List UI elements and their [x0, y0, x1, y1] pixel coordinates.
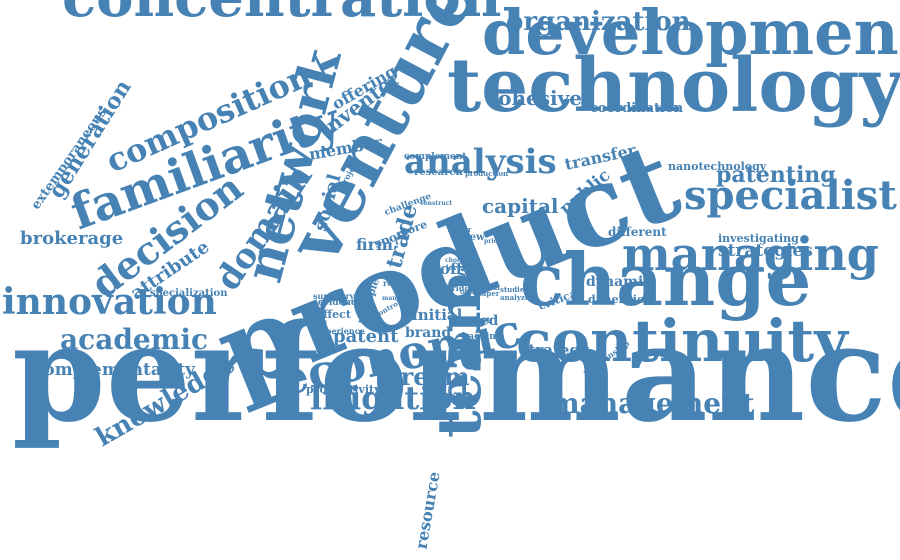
word-coordination: coordination [590, 100, 684, 116]
word-nanotechnology: nanotechnology [668, 160, 767, 174]
word-technology: technology [447, 42, 900, 129]
word-studies: studies [500, 285, 529, 295]
word-initial: initial [412, 306, 463, 324]
word-dynamic: dynamic [586, 273, 652, 290]
word-resource: resource [411, 470, 444, 551]
word-analyze: analyze [500, 293, 530, 303]
word-capital: capital [482, 194, 559, 218]
word-organization: organization [506, 7, 691, 38]
word-development: development [482, 0, 900, 70]
word-off: off [440, 260, 463, 278]
word-continuity: continuity [516, 306, 848, 375]
word-analysis: analysis [404, 141, 557, 182]
word-general: general [470, 283, 500, 293]
word-specialist: specialist [684, 172, 897, 219]
word-performance: performance [12, 293, 900, 452]
word-patenting: patenting [716, 162, 836, 189]
word-change: change [520, 237, 812, 323]
word-cohesive: cohesive [486, 86, 582, 110]
word-firm: firm [356, 235, 393, 255]
word-brokerage: brokerage [20, 227, 124, 249]
word-level: level [446, 263, 465, 273]
word-experience: experience [316, 325, 365, 336]
word-based: based [453, 312, 499, 329]
word-backing: backing [462, 331, 503, 342]
word-prior: prior [484, 238, 501, 246]
word-innovation: innovation [2, 281, 217, 324]
word-many: many [382, 295, 401, 303]
word-complementarity: complementarity [33, 360, 196, 381]
word-brand: brand [405, 324, 452, 341]
word-choice: choice [445, 257, 467, 265]
word-different: different [608, 225, 667, 240]
word-strategy: strategy [520, 341, 589, 359]
word-affect: affect [316, 308, 351, 322]
word-research: research [414, 167, 463, 178]
word-gain: gain [428, 280, 443, 288]
word-managing: managing [622, 227, 879, 282]
word-production: production [465, 169, 509, 179]
word-paper: paper [477, 289, 500, 299]
word-complement: complement [404, 151, 467, 162]
word-specialization: specialization [150, 288, 228, 299]
word-investigating: investigating [718, 232, 799, 246]
word-management: management [550, 386, 755, 420]
word-bridge: bridge [446, 282, 476, 293]
word-strategies: strategies [718, 241, 813, 262]
word-market: market [458, 314, 491, 325]
word-evidence: evidence [318, 297, 363, 308]
word-productivity: productivity [306, 383, 381, 397]
word-factor: factor [448, 225, 472, 235]
word-patent: patent [333, 325, 399, 347]
word-summary: summary [313, 290, 355, 301]
word-view: view [460, 232, 485, 243]
word-concentration: concentration [62, 0, 501, 25]
word-construct: construct [420, 200, 453, 208]
word-litigation: litigation [310, 379, 476, 418]
word-stream: stream [376, 361, 470, 391]
word-result: result [383, 277, 410, 288]
word-dimension: dimension [588, 293, 653, 307]
word-academic: academic [60, 322, 209, 356]
word-terms: terms [460, 289, 480, 297]
